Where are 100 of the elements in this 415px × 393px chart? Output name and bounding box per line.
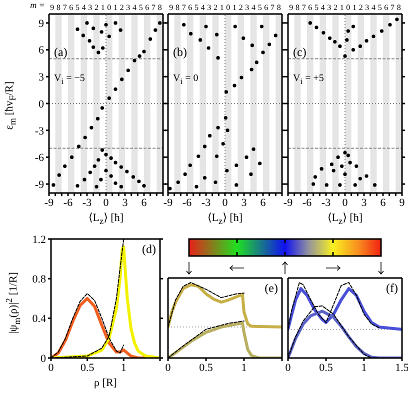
x2-tick-label: 2 — [332, 3, 338, 12]
x-tick-label: -3 — [201, 196, 212, 209]
x2-tick-label: 3 — [244, 3, 250, 12]
x2-tick-label: 5 — [194, 3, 200, 12]
x2-tick-label: 6 — [307, 3, 314, 12]
x-tick-label: -6 — [63, 196, 74, 209]
x-tick-label: -6 — [182, 196, 192, 209]
x2-tick-label: 1 — [352, 3, 358, 12]
x2-tick-label: 7 — [62, 3, 68, 12]
y-tick-label: 0 — [38, 98, 44, 110]
x2-tick-label: 6 — [187, 3, 194, 12]
x2-tick-label: 1 — [112, 3, 118, 12]
x-axis-title: ρ [R] — [93, 377, 118, 389]
x2-tick-label: 0 — [225, 3, 232, 12]
x2-tick-label: 6 — [383, 3, 390, 12]
y-tick-label: 0.4 — [32, 313, 46, 326]
x2-tick-label: 8 — [276, 3, 282, 12]
x-axis-title: ⟨L$_{z}$⟩ [ħ] — [88, 212, 124, 228]
x2-tick-label: 4 — [320, 3, 326, 12]
y-tick-label: 9 — [38, 18, 44, 30]
x2-tick-label: 3 — [87, 3, 94, 12]
x-tick-label: -3 — [82, 196, 92, 209]
x2-tick-label: 9 — [168, 3, 174, 12]
x2-tick-label: 5 — [74, 3, 80, 12]
x-tick-label: 1 — [361, 362, 367, 374]
x2-tick-label: 5 — [314, 3, 320, 12]
x2-tick-label: 1 — [100, 3, 106, 12]
x-tick-label: 0.5 — [80, 362, 95, 374]
x2-tick-label: 4 — [132, 3, 138, 12]
x2-tick-label: 0 — [345, 3, 352, 12]
x2-tick-label: 6 — [68, 3, 74, 12]
x2-tick-label: 4 — [80, 3, 87, 12]
x-tick-label: 3 — [361, 196, 368, 209]
x2-tick-label: 2 — [212, 3, 218, 12]
x-tick-label: 3 — [122, 196, 128, 209]
x2-tick-label: 3 — [125, 3, 132, 12]
x-tick-label: 0 — [48, 362, 54, 374]
x2-tick-label: 7 — [390, 3, 396, 12]
x-tick-label: 6 — [141, 196, 148, 209]
y-tick-label: 0 — [40, 352, 46, 365]
annotation: (f) — [385, 281, 398, 295]
x-tick-label: -3 — [321, 196, 332, 209]
y-tick-label: 6 — [38, 44, 44, 57]
x2-tick-label: 1 — [232, 3, 238, 12]
x-tick-label: 0.5 — [199, 362, 214, 374]
x2-tick-label: 7 — [180, 3, 187, 12]
x-tick-label: 0.5 — [319, 362, 334, 374]
x-axis-title: ⟨L$_{z}$⟩ [ħ] — [206, 212, 244, 228]
x-tick-label: 0 — [103, 196, 110, 209]
x-tick-label: 0 — [222, 196, 228, 209]
x-tick-label: -9 — [163, 196, 174, 209]
x2-tick-label: 6 — [144, 3, 150, 12]
x-tick-label: 3 — [241, 196, 248, 209]
y-tick-label: 0.8 — [32, 274, 46, 286]
x-tick-label: 0 — [342, 196, 348, 209]
y-tick-label: 1.2 — [32, 234, 46, 246]
x2-tick-label: 7 — [270, 3, 276, 12]
x2-tick-label: 5 — [138, 3, 144, 12]
x-tick-label: 0 — [285, 362, 292, 374]
x2-tick-label: 8 — [174, 3, 180, 12]
x-tick-label: -6 — [302, 196, 312, 209]
x-tick-label: 0 — [165, 362, 172, 374]
x2-tick-label: 1 — [338, 3, 345, 12]
y-tick-label: -3 — [34, 125, 44, 138]
x-tick-label: 9 — [399, 196, 406, 209]
x2-tick-label: 8 — [294, 3, 300, 12]
x2-tick-label: 3 — [326, 3, 332, 12]
annotation: V$_{i}$ = 0 — [173, 73, 198, 88]
x-tick-label: 6 — [380, 196, 386, 209]
x2-tick-label: 9 — [288, 3, 294, 12]
x2-tick-label: 8 — [156, 3, 163, 12]
x2-tick-label: 7 — [150, 3, 156, 12]
x2-tick-label: 0 — [106, 3, 112, 12]
x2-tick-label: 4 — [200, 3, 206, 12]
x2-tick-label: 9 — [49, 3, 56, 12]
annotation: V$_{i}$ = −5 — [54, 73, 85, 88]
x2-tick-label: 4 — [370, 3, 376, 12]
y-tick-label: -6 — [34, 152, 44, 164]
x2-tick-label: 5 — [256, 3, 263, 12]
x2-tick-label: 2 — [94, 3, 100, 12]
x2-tick-label: 2 — [238, 3, 244, 12]
x2-tick-label: 5 — [376, 3, 383, 12]
x-axis-title: ⟨L$_{z}$⟩ [ħ] — [326, 212, 364, 228]
annotation: (b) — [173, 45, 187, 60]
x2-tick-label: 1 — [218, 3, 225, 12]
y-tick-label: -9 — [34, 178, 44, 191]
x2-tick-label: 3 — [206, 3, 212, 12]
x2-tick-label: 2 — [118, 3, 125, 12]
annotation: V$_{i}$ = +5 — [293, 73, 324, 88]
x2-tick-label: 7 — [300, 3, 307, 12]
x2-tick-label: 6 — [263, 3, 270, 12]
x2-tick-label: 8 — [56, 3, 62, 12]
x2-tick-label: 8 — [396, 3, 402, 12]
x-tick-label: -9 — [283, 196, 294, 209]
x-tick-label: 6 — [260, 196, 266, 209]
x-tick-label: 1 — [241, 362, 247, 374]
x2-tick-label: 3 — [364, 3, 370, 12]
x2-axis-title: m = — [29, 0, 45, 10]
x2-tick-label: 2 — [358, 3, 364, 12]
y-tick-label: 3 — [38, 72, 44, 84]
